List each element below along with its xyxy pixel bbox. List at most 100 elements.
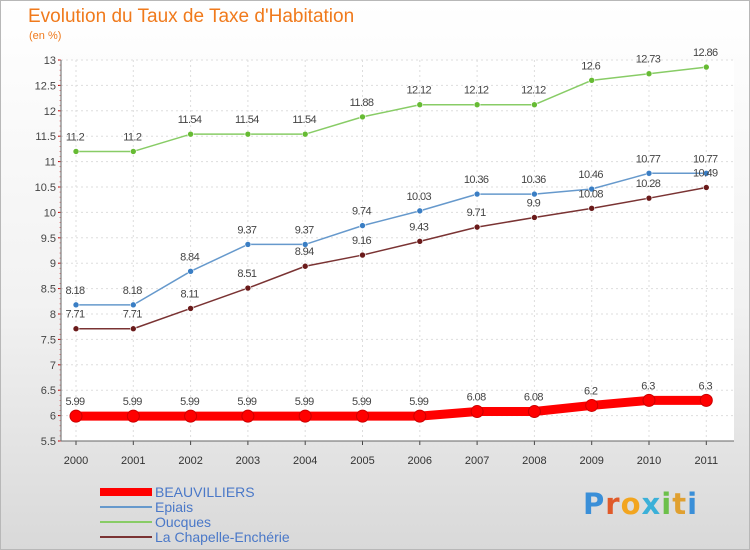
y-tick-label: 9.5	[41, 233, 56, 245]
data-label: 7.71	[65, 309, 84, 321]
data-label: 9.37	[237, 224, 256, 236]
y-tick-label: 9	[50, 258, 56, 270]
data-point	[69, 409, 83, 423]
data-point	[413, 409, 427, 423]
data-point	[531, 101, 538, 109]
data-label: 12.6	[581, 60, 600, 72]
data-label: 9.71	[467, 207, 486, 219]
data-label: 12.12	[407, 85, 432, 97]
x-tick-label: 2011	[694, 455, 718, 467]
data-point	[531, 190, 538, 198]
data-label: 12.86	[693, 47, 718, 59]
y-tick-label: 11	[45, 157, 56, 169]
y-tick-label: 11.5	[35, 131, 56, 143]
y-tick-label: 12.5	[35, 80, 56, 92]
data-label: 11.2	[123, 131, 142, 143]
legend-label-la-chapelle-encherie: La Chapelle-Enchérie	[155, 529, 290, 545]
data-label: 9.9	[527, 197, 541, 209]
data-label: 6.3	[641, 380, 655, 392]
legend-label-oucques: Oucques	[155, 514, 212, 530]
data-label: 12.12	[521, 85, 546, 97]
data-point	[126, 409, 140, 423]
data-point	[359, 251, 366, 259]
data-label: 12.73	[636, 54, 661, 66]
series-line-2	[75, 66, 708, 153]
data-label: 5.99	[409, 396, 428, 408]
y-tick-label: 8.5	[41, 284, 56, 296]
data-point	[72, 148, 80, 155]
data-point	[130, 148, 137, 155]
data-point	[702, 184, 710, 191]
data-point	[184, 409, 198, 423]
data-point	[244, 130, 252, 138]
logo-letter: x	[641, 487, 662, 521]
data-point	[531, 214, 538, 221]
x-tick-label: 2003	[236, 455, 260, 467]
x-tick-label: 2009	[579, 455, 603, 467]
data-label: 5.99	[237, 396, 256, 408]
data-label: 5.99	[295, 396, 314, 408]
data-point	[301, 130, 309, 138]
data-point	[187, 305, 194, 312]
data-point	[130, 301, 137, 309]
data-point	[356, 409, 369, 423]
data-point	[130, 325, 137, 333]
data-label: 12.12	[464, 85, 489, 97]
data-label: 8.11	[180, 288, 199, 300]
y-tick-label: 8	[50, 309, 56, 321]
y-tick-label: 10.5	[35, 182, 56, 194]
data-label: 5.99	[352, 396, 371, 408]
data-label: 10.36	[521, 174, 546, 186]
x-tick-label: 2010	[637, 455, 661, 467]
data-label: 9.43	[409, 221, 428, 233]
data-label: 6.2	[584, 385, 598, 397]
y-tick-label: 7.5	[41, 334, 56, 346]
data-point	[645, 169, 653, 177]
x-tick-label: 2000	[64, 455, 88, 467]
data-point	[301, 241, 309, 248]
data-point	[301, 262, 309, 270]
data-label: 10.08	[578, 188, 603, 200]
data-label: 8.51	[237, 268, 256, 280]
logo-letter: i	[687, 487, 699, 521]
data-label: 6.08	[524, 392, 543, 404]
legend-item-beauvilliers: BEAUVILLIERS	[100, 484, 360, 500]
data-label: 8.18	[123, 285, 142, 297]
y-tick-label: 10	[44, 207, 56, 219]
logo-letter: P	[583, 487, 606, 521]
plot-area	[61, 60, 734, 441]
proxiti-logo: Proxiti	[583, 487, 698, 521]
data-label: 6.08	[467, 392, 486, 404]
x-tick-label: 2005	[350, 455, 374, 467]
legend-item-la-chapelle-encherie: La Chapelle-Enchérie	[100, 529, 360, 545]
data-label: 8.94	[295, 246, 314, 258]
data-point	[187, 130, 194, 138]
data-point	[473, 190, 481, 198]
logo-letter: i	[661, 487, 673, 521]
y-tick-label: 6	[50, 411, 56, 423]
y-tick-label: 12	[44, 106, 56, 118]
series-line-0	[71, 395, 711, 421]
data-point	[699, 393, 713, 407]
data-point	[298, 409, 312, 423]
data-label: 10.77	[693, 153, 718, 165]
legend-swatch-la-chapelle-encherie	[100, 536, 152, 538]
data-label: 5.99	[180, 396, 199, 408]
logo-letter: o	[620, 487, 642, 521]
data-point	[588, 205, 596, 212]
x-tick-label: 2002	[178, 455, 202, 467]
chart-title: Evolution du Taux de Taxe d'Habitation	[28, 6, 355, 27]
unit-label: (en %)	[29, 30, 62, 42]
data-point	[244, 284, 252, 292]
data-label: 10.77	[636, 153, 661, 165]
y-tick-label: 6.5	[41, 385, 56, 397]
data-point	[416, 207, 424, 215]
data-label: 8.84	[180, 251, 199, 263]
data-point	[473, 223, 481, 231]
data-point	[359, 222, 366, 229]
data-point	[642, 393, 656, 407]
data-point	[473, 101, 481, 109]
legend-swatch-epiais	[100, 506, 152, 508]
data-label: 11.54	[178, 114, 202, 126]
